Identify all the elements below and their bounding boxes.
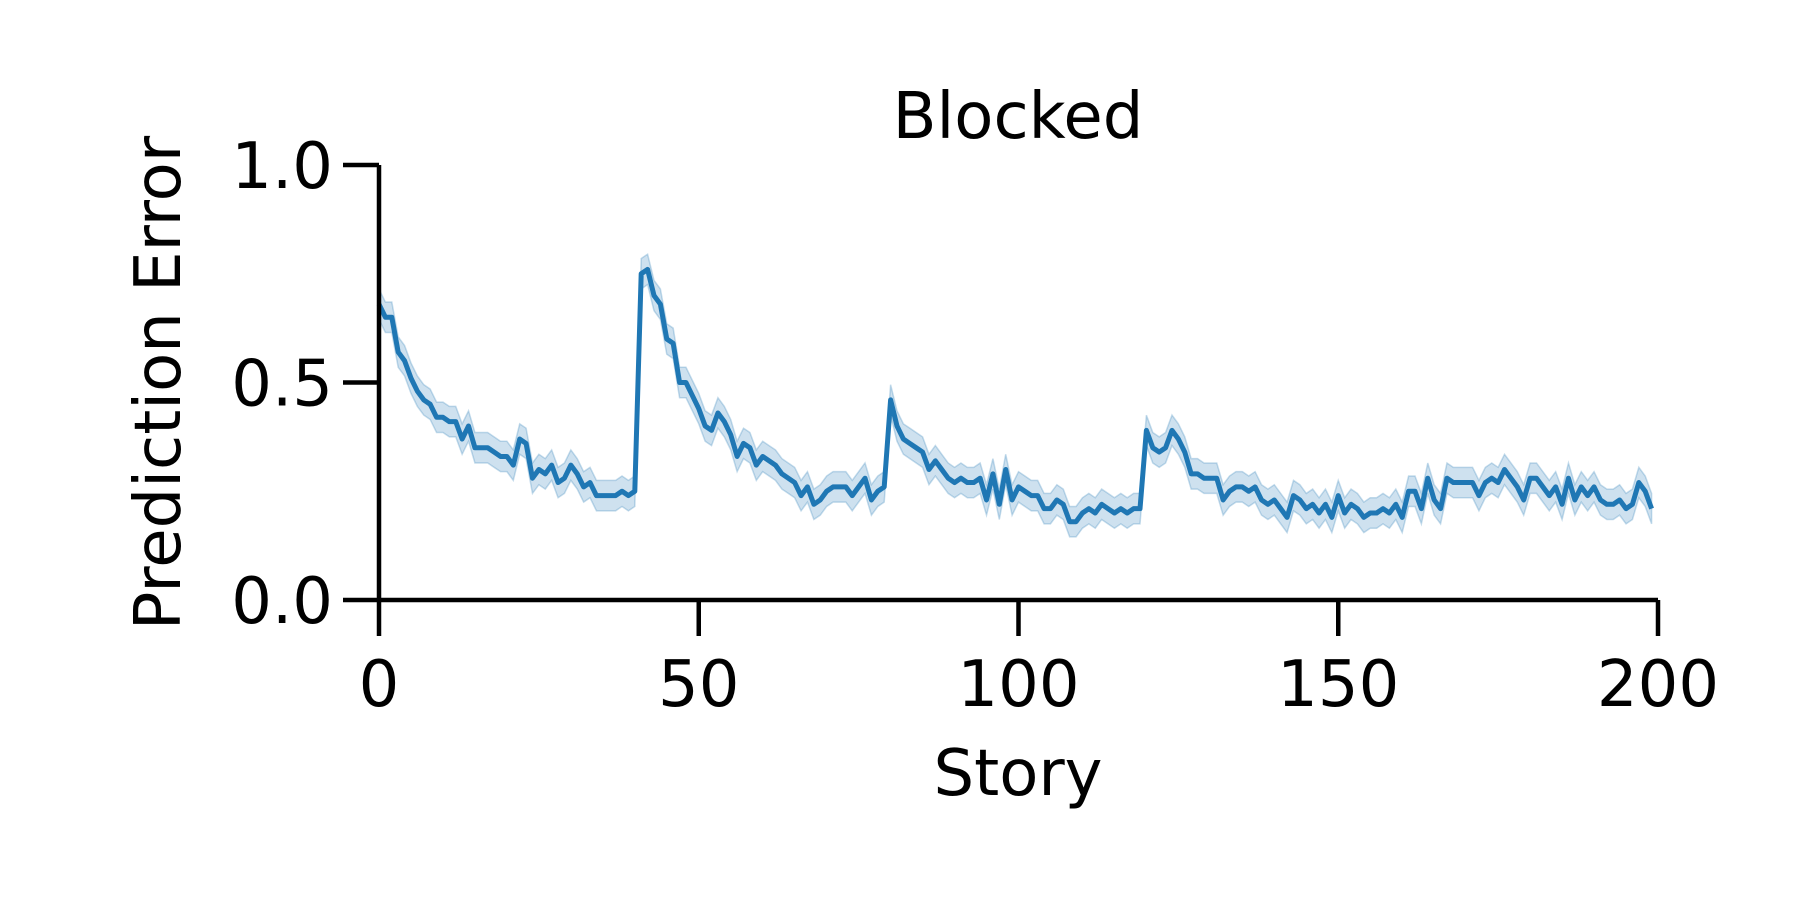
x-axis-label: Story: [933, 737, 1102, 811]
x-tick-label: 0: [359, 648, 400, 722]
y-axis-label: Prediction Error: [122, 135, 196, 630]
chart-title: Blocked: [893, 80, 1144, 154]
x-tick-label: 150: [1277, 648, 1399, 722]
confidence-band: [378, 252, 1653, 538]
line: [376, 266, 1654, 525]
y-tick-label: 1.0: [231, 130, 333, 204]
y-tick-label: 0.0: [231, 565, 333, 639]
x-tick-label: 200: [1597, 648, 1719, 722]
x-tick-label: 50: [658, 648, 739, 722]
x-tick-label: 100: [957, 648, 1079, 722]
y-tick-label: 0.5: [231, 348, 333, 422]
